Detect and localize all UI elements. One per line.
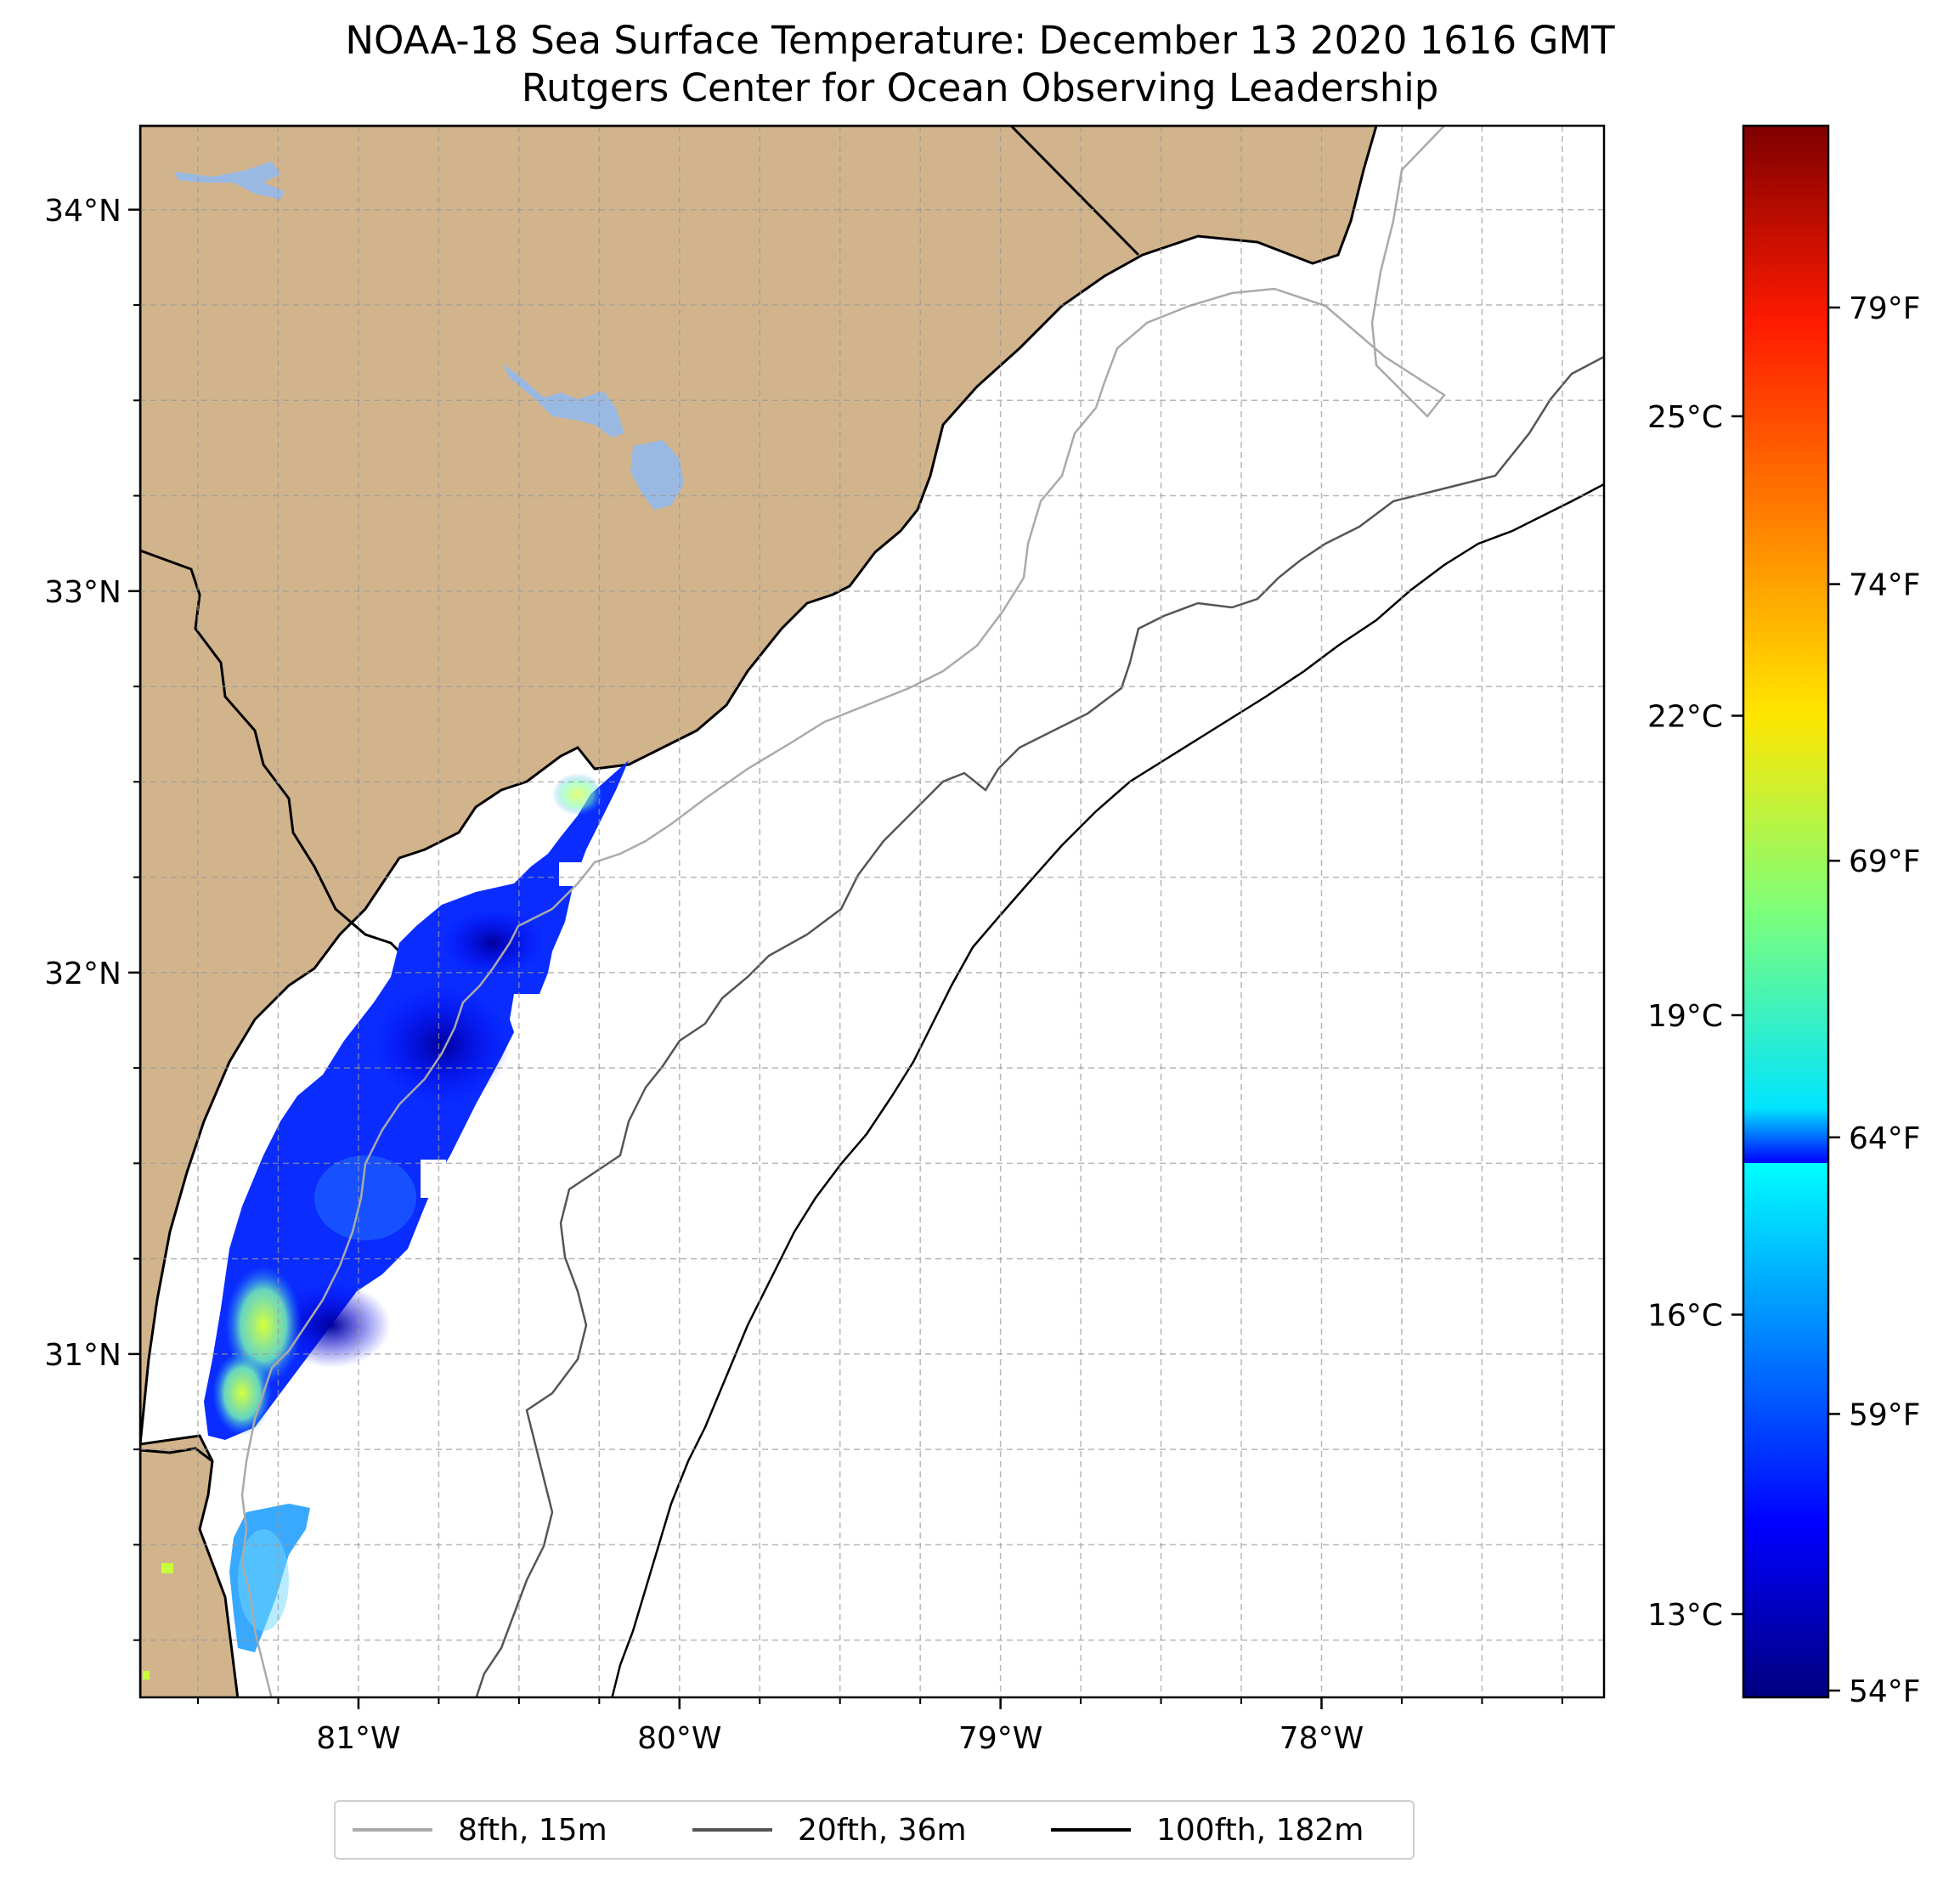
state-border-nc-sc xyxy=(1009,126,1140,257)
y-tick-label: 31°N xyxy=(44,1338,121,1373)
x-tick-label: 81°W xyxy=(316,1721,400,1756)
x-tick-label: 78°W xyxy=(1279,1721,1364,1756)
colorbar xyxy=(1742,124,1830,1699)
colorbar-celsius-ticks: 25°C 22°C 19°C 16°C 13°C xyxy=(1647,400,1743,1633)
sst-data xyxy=(143,760,629,1680)
lake-moultrie xyxy=(630,440,684,510)
title-line-1: NOAA-18 Sea Surface Temperature: Decembe… xyxy=(345,18,1615,63)
x-tick-label: 79°W xyxy=(958,1721,1042,1756)
title-line-2: Rutgers Center for Ocean Observing Leade… xyxy=(521,65,1439,110)
colorbar-f-label: 74°F xyxy=(1849,568,1921,603)
y-tick-label: 32°N xyxy=(44,957,121,991)
colorbar-c-label: 13°C xyxy=(1647,1598,1723,1633)
legend-swatch xyxy=(692,1828,772,1832)
colorbar-f-label: 54°F xyxy=(1849,1674,1921,1709)
y-tick-label: 34°N xyxy=(44,194,121,229)
colorbar-c-label: 25°C xyxy=(1647,400,1723,435)
lake-north xyxy=(174,161,285,200)
legend-item-20fth: 20fth, 36m xyxy=(692,1802,967,1858)
y-tick-label: 33°N xyxy=(44,575,121,610)
legend-label: 8fth, 15m xyxy=(458,1812,607,1848)
colorbar-f-label: 59°F xyxy=(1849,1397,1921,1432)
colorbar-c-label: 16°C xyxy=(1647,1299,1723,1334)
colorbar-f-label: 69°F xyxy=(1849,844,1921,879)
legend: 8fth, 15m 20fth, 36m 100fth, 182m xyxy=(334,1800,1415,1860)
y-axis: 34°N 33°N 32°N 31°N xyxy=(44,194,140,1373)
land-area-south xyxy=(140,1434,240,1697)
colorbar-f-label: 64°F xyxy=(1849,1121,1921,1156)
legend-label: 20fth, 36m xyxy=(798,1812,967,1848)
legend-swatch xyxy=(1051,1828,1131,1832)
map-frame xyxy=(138,124,1606,1699)
x-axis: 81°W 80°W 79°W 78°W xyxy=(316,1697,1364,1756)
legend-item-100fth: 100fth, 182m xyxy=(1051,1802,1364,1858)
gridlines xyxy=(133,126,1604,1704)
contour-20fth xyxy=(475,355,1604,1697)
legend-item-8fth: 8fth, 15m xyxy=(353,1802,607,1858)
colorbar-f-label: 79°F xyxy=(1849,291,1921,326)
legend-label: 100fth, 182m xyxy=(1156,1812,1364,1848)
colorbar-c-label: 22°C xyxy=(1647,700,1723,735)
colorbar-c-label: 19°C xyxy=(1647,999,1723,1034)
legend-swatch xyxy=(353,1828,432,1832)
land-area xyxy=(140,126,1378,1445)
x-tick-label: 80°W xyxy=(637,1721,721,1756)
state-border-ga-fl xyxy=(140,1447,213,1463)
colorbar-fahrenheit-ticks: 79°F 74°F 69°F 64°F 59°F 54°F xyxy=(1828,291,1921,1709)
